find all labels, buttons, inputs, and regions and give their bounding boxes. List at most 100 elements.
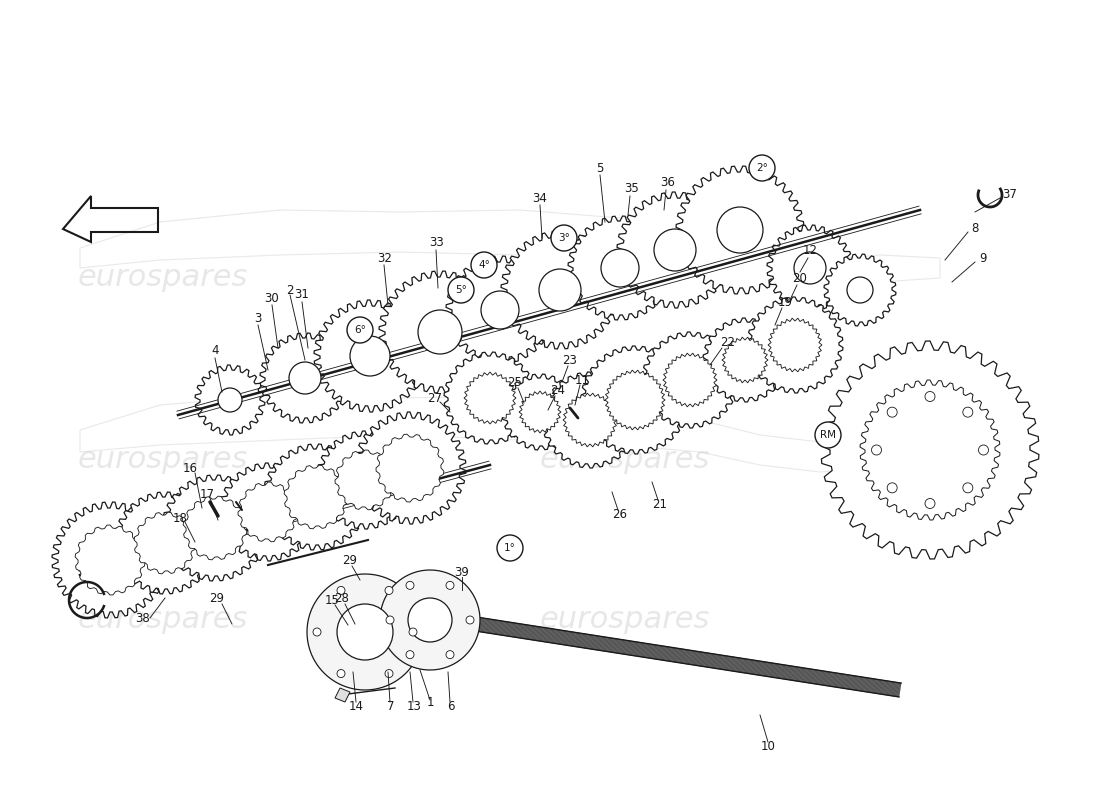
Text: eurospares: eurospares xyxy=(540,446,711,474)
Text: 21: 21 xyxy=(652,498,668,511)
Circle shape xyxy=(481,291,519,329)
Polygon shape xyxy=(563,393,617,447)
Polygon shape xyxy=(824,254,895,326)
Text: 37: 37 xyxy=(1002,189,1018,202)
Text: 32: 32 xyxy=(377,251,393,265)
Circle shape xyxy=(888,408,972,492)
Circle shape xyxy=(601,249,639,287)
Circle shape xyxy=(346,317,373,343)
Circle shape xyxy=(962,407,972,417)
Text: 39: 39 xyxy=(454,566,470,578)
Polygon shape xyxy=(464,372,516,424)
Polygon shape xyxy=(379,271,500,393)
Polygon shape xyxy=(581,346,689,454)
Circle shape xyxy=(289,362,321,394)
Circle shape xyxy=(539,269,581,311)
Text: 19: 19 xyxy=(778,295,792,309)
Polygon shape xyxy=(747,297,843,393)
Circle shape xyxy=(346,462,383,498)
Circle shape xyxy=(386,616,394,624)
Text: 5°: 5° xyxy=(455,285,466,295)
Circle shape xyxy=(847,277,873,303)
Polygon shape xyxy=(444,352,536,444)
Polygon shape xyxy=(307,574,424,690)
Circle shape xyxy=(89,539,131,581)
Circle shape xyxy=(408,598,452,642)
Polygon shape xyxy=(263,444,368,550)
Circle shape xyxy=(337,604,393,660)
Circle shape xyxy=(409,628,417,636)
Circle shape xyxy=(446,650,454,658)
Polygon shape xyxy=(195,365,265,435)
Text: 16: 16 xyxy=(183,462,198,474)
Polygon shape xyxy=(219,463,317,561)
Polygon shape xyxy=(75,525,145,595)
Polygon shape xyxy=(336,688,350,702)
Polygon shape xyxy=(767,225,852,311)
Polygon shape xyxy=(542,372,638,468)
Circle shape xyxy=(925,391,935,402)
Text: 12: 12 xyxy=(803,243,817,257)
Polygon shape xyxy=(336,450,395,510)
Polygon shape xyxy=(134,512,196,574)
Polygon shape xyxy=(605,370,665,430)
Text: 15: 15 xyxy=(324,594,340,606)
Text: eurospares: eurospares xyxy=(540,263,711,293)
Circle shape xyxy=(218,388,242,412)
Circle shape xyxy=(871,445,881,455)
Text: 31: 31 xyxy=(295,287,309,301)
Circle shape xyxy=(794,252,826,284)
Circle shape xyxy=(888,407,898,417)
Circle shape xyxy=(448,277,474,303)
Circle shape xyxy=(717,207,763,253)
Text: 1: 1 xyxy=(427,695,433,709)
Polygon shape xyxy=(502,231,619,349)
Text: 27: 27 xyxy=(428,391,442,405)
Polygon shape xyxy=(379,570,480,670)
Text: 13: 13 xyxy=(407,699,421,713)
Polygon shape xyxy=(354,412,466,524)
Text: 18: 18 xyxy=(173,511,187,525)
Circle shape xyxy=(749,155,775,181)
Polygon shape xyxy=(260,333,350,423)
Text: 1°: 1° xyxy=(504,543,516,553)
Text: 38: 38 xyxy=(135,611,151,625)
Text: 24: 24 xyxy=(550,383,565,397)
Polygon shape xyxy=(519,391,561,433)
Polygon shape xyxy=(676,166,804,294)
Polygon shape xyxy=(642,332,738,428)
Text: 33: 33 xyxy=(430,235,444,249)
Circle shape xyxy=(679,370,701,391)
Polygon shape xyxy=(284,465,348,529)
Polygon shape xyxy=(617,192,733,308)
Circle shape xyxy=(480,388,501,408)
Circle shape xyxy=(418,310,462,354)
Circle shape xyxy=(580,409,601,430)
Polygon shape xyxy=(860,380,1000,520)
Circle shape xyxy=(736,351,754,369)
Text: RM: RM xyxy=(820,430,836,440)
Circle shape xyxy=(337,586,345,594)
Circle shape xyxy=(250,494,286,530)
Text: 2: 2 xyxy=(286,283,294,297)
Polygon shape xyxy=(114,492,216,594)
Text: eurospares: eurospares xyxy=(78,263,249,293)
Circle shape xyxy=(784,334,806,356)
Circle shape xyxy=(385,670,393,678)
Text: 6°: 6° xyxy=(354,325,366,335)
Text: 34: 34 xyxy=(532,191,548,205)
Circle shape xyxy=(654,229,696,271)
Circle shape xyxy=(471,252,497,278)
Circle shape xyxy=(196,509,234,547)
Polygon shape xyxy=(703,318,786,402)
Circle shape xyxy=(406,582,414,590)
Circle shape xyxy=(497,535,522,561)
Polygon shape xyxy=(162,475,268,581)
Circle shape xyxy=(337,670,345,678)
Text: 35: 35 xyxy=(625,182,639,194)
Circle shape xyxy=(385,586,393,594)
Text: 20: 20 xyxy=(793,271,807,285)
Text: 23: 23 xyxy=(562,354,578,366)
Circle shape xyxy=(297,478,336,516)
Text: 22: 22 xyxy=(720,335,736,349)
